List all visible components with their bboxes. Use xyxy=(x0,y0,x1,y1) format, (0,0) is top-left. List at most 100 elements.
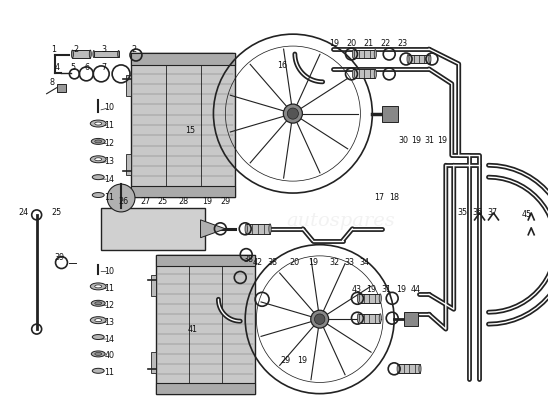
Ellipse shape xyxy=(379,294,381,303)
Text: 2: 2 xyxy=(74,44,79,54)
Text: 19: 19 xyxy=(202,198,212,206)
Circle shape xyxy=(311,310,329,328)
Text: 33: 33 xyxy=(344,258,355,267)
Text: 26: 26 xyxy=(118,198,128,206)
Ellipse shape xyxy=(95,352,102,356)
Ellipse shape xyxy=(353,50,355,58)
Bar xyxy=(354,70,375,78)
Text: 27: 27 xyxy=(141,198,151,206)
Ellipse shape xyxy=(95,122,102,125)
Text: 35: 35 xyxy=(458,208,468,218)
Ellipse shape xyxy=(419,364,421,373)
Text: 44: 44 xyxy=(411,285,421,294)
Polygon shape xyxy=(94,50,119,58)
Bar xyxy=(404,312,418,326)
Bar xyxy=(131,186,235,197)
Ellipse shape xyxy=(95,319,102,322)
Text: 25: 25 xyxy=(158,198,168,206)
Ellipse shape xyxy=(91,300,105,306)
Ellipse shape xyxy=(429,54,431,64)
Bar xyxy=(131,53,235,197)
Bar xyxy=(151,276,156,296)
Ellipse shape xyxy=(95,285,102,288)
Text: 5: 5 xyxy=(71,64,76,72)
Text: 7: 7 xyxy=(102,64,107,72)
Text: 13: 13 xyxy=(104,157,114,166)
Ellipse shape xyxy=(269,224,271,234)
Text: 12: 12 xyxy=(104,301,114,310)
Ellipse shape xyxy=(358,314,360,323)
Bar xyxy=(354,50,375,58)
Text: 19: 19 xyxy=(437,136,447,145)
Text: 11: 11 xyxy=(104,368,114,377)
Ellipse shape xyxy=(358,294,360,303)
Text: 11: 11 xyxy=(104,284,114,293)
Text: 24: 24 xyxy=(19,208,29,218)
Text: 19: 19 xyxy=(307,258,318,267)
Ellipse shape xyxy=(353,70,355,78)
Ellipse shape xyxy=(93,50,95,58)
Text: 19: 19 xyxy=(366,285,376,294)
Ellipse shape xyxy=(379,314,381,323)
Text: 34: 34 xyxy=(359,258,370,267)
Text: 39: 39 xyxy=(54,253,64,262)
Text: 22: 22 xyxy=(380,38,390,48)
Bar xyxy=(382,106,398,122)
Ellipse shape xyxy=(90,156,106,163)
Ellipse shape xyxy=(374,50,376,58)
Text: 14: 14 xyxy=(104,334,114,344)
Text: 11: 11 xyxy=(104,192,114,202)
Ellipse shape xyxy=(90,283,106,290)
Text: autospares: autospares xyxy=(286,212,395,230)
Bar xyxy=(151,352,156,373)
Text: 19: 19 xyxy=(411,136,421,145)
Text: 41: 41 xyxy=(188,324,197,334)
Ellipse shape xyxy=(95,158,102,161)
Text: 2: 2 xyxy=(131,44,136,54)
Text: 4: 4 xyxy=(55,64,60,72)
Text: 43: 43 xyxy=(351,285,361,294)
Text: 29: 29 xyxy=(281,356,291,365)
Circle shape xyxy=(315,314,325,324)
Text: 30: 30 xyxy=(398,136,408,145)
Text: 21: 21 xyxy=(364,38,373,48)
Ellipse shape xyxy=(407,54,409,64)
Text: 16: 16 xyxy=(277,62,287,70)
Bar xyxy=(57,84,67,92)
Ellipse shape xyxy=(90,120,106,127)
Text: 25: 25 xyxy=(51,208,62,218)
Text: 3: 3 xyxy=(102,44,107,54)
Text: 8: 8 xyxy=(49,78,54,87)
Text: 23: 23 xyxy=(397,38,407,48)
Ellipse shape xyxy=(91,351,105,357)
Text: 19: 19 xyxy=(329,38,340,48)
Ellipse shape xyxy=(89,50,91,58)
Bar xyxy=(408,54,430,64)
Text: 42: 42 xyxy=(253,258,263,267)
Text: 13: 13 xyxy=(104,318,114,327)
Text: 40: 40 xyxy=(104,352,114,360)
Circle shape xyxy=(283,104,302,123)
Ellipse shape xyxy=(92,175,104,180)
Bar xyxy=(359,294,380,303)
Ellipse shape xyxy=(92,334,104,340)
Ellipse shape xyxy=(118,50,119,58)
Text: 19: 19 xyxy=(396,285,406,294)
Bar xyxy=(131,53,235,64)
Text: 38: 38 xyxy=(243,255,253,264)
Text: 29: 29 xyxy=(220,198,230,206)
Bar xyxy=(101,208,206,250)
Text: 10: 10 xyxy=(104,267,114,276)
Bar xyxy=(126,154,131,176)
Ellipse shape xyxy=(245,224,248,234)
Text: 15: 15 xyxy=(185,126,196,135)
Text: 14: 14 xyxy=(104,175,114,184)
Text: 45: 45 xyxy=(521,210,531,219)
Text: 20: 20 xyxy=(346,38,356,48)
Ellipse shape xyxy=(92,192,104,198)
Text: 11: 11 xyxy=(104,121,114,130)
Ellipse shape xyxy=(91,138,105,144)
Text: 12: 12 xyxy=(104,139,114,148)
Ellipse shape xyxy=(72,50,73,58)
Ellipse shape xyxy=(397,364,399,373)
